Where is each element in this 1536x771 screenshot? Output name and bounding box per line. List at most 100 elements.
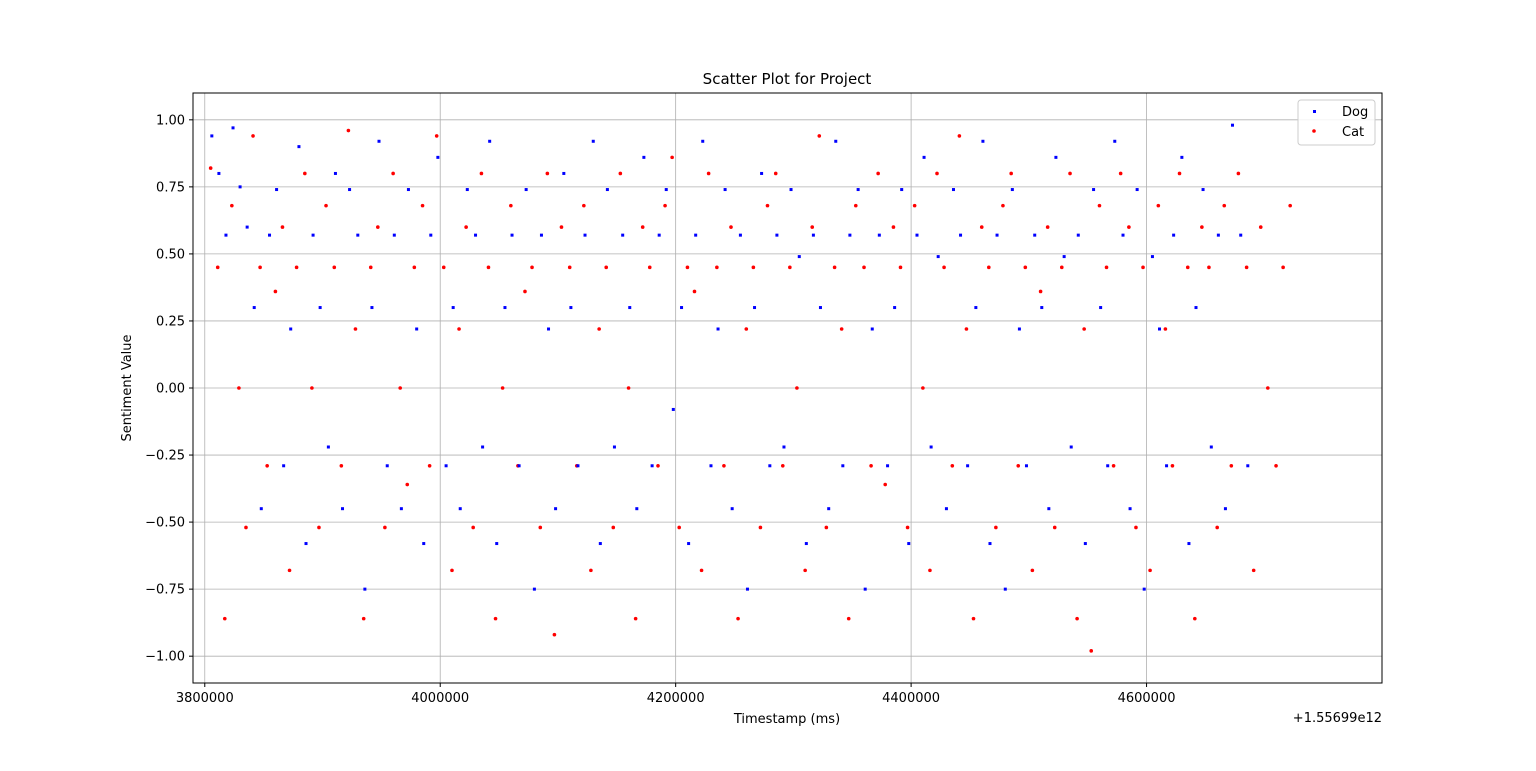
cat-point [597,327,601,331]
dog-point [827,507,831,511]
dog-point [730,507,734,511]
cat-point [905,525,910,530]
cat-point [215,265,220,270]
x-axis-ticks: 3800000 4000000 4200000 4400000 4600000 [176,683,1176,706]
dog-point [304,542,308,546]
cat-point [427,463,432,468]
dog-point [797,255,801,259]
cat-point [803,568,807,573]
dog-point [1121,233,1125,237]
cat-point [1258,225,1263,229]
cat-point [1236,171,1241,176]
cat-point [530,265,534,270]
dog-point [723,188,727,192]
cat-point [391,171,395,176]
dog-point [356,233,360,237]
cat-point [640,225,645,229]
dog-point [217,171,221,175]
dog-point [650,464,654,468]
dog-point [635,507,639,511]
dog-point [760,171,764,175]
dog-point [422,542,426,546]
x-axis-offset-label: +1.55699e12 [1293,711,1382,726]
dog-point [1135,188,1139,192]
cat-point [398,386,402,390]
cat-point [434,134,439,138]
dog-point [1069,445,1073,449]
cat-point [222,616,227,621]
dog-point [612,445,616,449]
dog-point [1092,188,1096,192]
dog-point [1209,445,1213,449]
dog-point [657,233,661,237]
cat-point [383,525,387,530]
dog-point [532,587,536,591]
cat-point [876,171,880,176]
cat-point [1059,265,1064,270]
cat-point [346,128,351,133]
cat-point [862,265,866,270]
cat-point [1215,525,1219,530]
cat-point [582,203,586,208]
dog-point [671,407,675,411]
dog-point [738,233,742,237]
cat-point [935,171,939,176]
dog-point [1076,233,1080,237]
cat-point [376,225,380,229]
cat-point [832,265,837,270]
cat-point [265,463,269,468]
cat-point [979,225,984,229]
grid-lines [193,93,1382,683]
dog-point [444,464,448,468]
dog-point [1187,542,1191,546]
cat-point [1001,203,1005,208]
cat-point [332,265,337,270]
cat-point [237,386,241,390]
cat-point [1156,203,1161,208]
cat-point [758,525,763,530]
cat-point [846,616,851,621]
cat-point [251,134,255,138]
cat-point [1009,171,1013,176]
cat-point [361,616,366,621]
dog-point [569,306,573,310]
dog-point [377,139,381,143]
dog-point [834,139,838,143]
cat-point [656,463,660,468]
dog-point [231,126,235,130]
cat-point [765,203,770,208]
cat-point [441,265,446,270]
dog-point [539,233,543,237]
cat-point [685,265,690,270]
cat-point [493,616,498,621]
dog-point [1083,542,1087,546]
cat-point [1075,616,1079,621]
cat-point [1222,203,1227,208]
dog-point [385,464,389,468]
cat-point [208,166,213,170]
dog-point [694,233,698,237]
cat-point [987,265,991,270]
dog-point [547,327,551,331]
cat-point [545,171,550,176]
cat-point [788,265,792,270]
cat-point [736,616,740,621]
cat-point [1141,265,1145,270]
dog-point [687,542,691,546]
cat-point [795,386,799,390]
dog-series [210,123,1250,591]
dog-point [392,233,396,237]
dog-point [841,464,845,468]
dog-point [363,587,367,591]
cat-point [839,327,844,331]
cat-point [1089,649,1094,653]
dog-point [598,542,602,546]
dog-point [922,155,926,159]
cat-point [663,203,667,208]
dog-point [1128,507,1132,511]
dog-point [311,233,315,237]
cat-point [744,327,749,331]
dog-point [259,507,263,511]
cat-point [339,463,344,468]
